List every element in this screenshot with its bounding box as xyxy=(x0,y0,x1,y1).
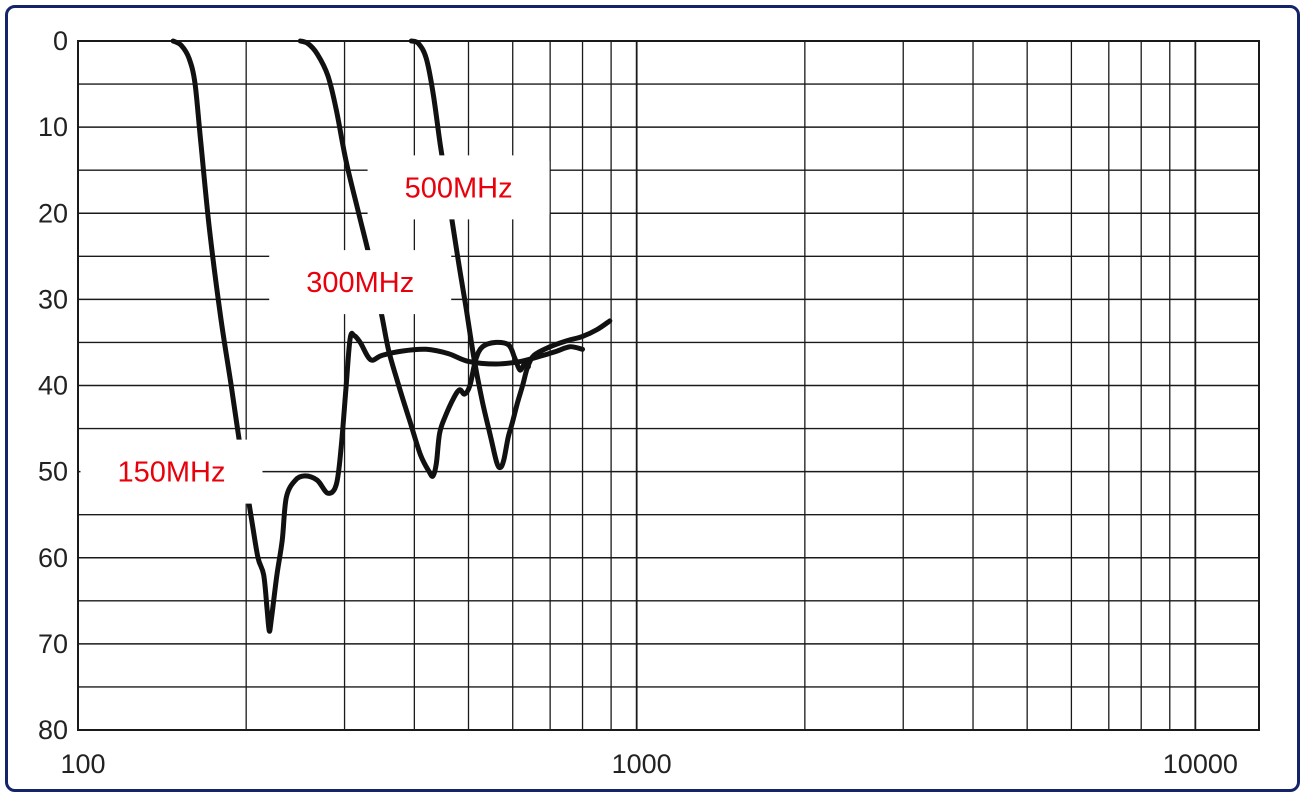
x-tick-label: 100 xyxy=(60,749,105,779)
x-tick-label: 1000 xyxy=(612,749,672,779)
series-label-box xyxy=(269,250,452,315)
chart: 0 10 20 30 40 50 60 70 80 100 1000 10000 150MHz 300… xyxy=(38,26,1260,779)
curves xyxy=(170,38,613,634)
y-tick-label: 20 xyxy=(38,198,68,228)
chart-frame: 0 10 20 30 40 50 60 70 80 100 1000 10000 150MHz 300… xyxy=(5,5,1300,792)
series-label: 500MHz xyxy=(405,172,513,204)
series-label: 150MHz xyxy=(117,457,225,489)
y-tick-label: 30 xyxy=(38,284,68,314)
series-labels: 150MHz 300MHz 500MHz xyxy=(80,155,550,504)
y-tick-label: 60 xyxy=(38,543,68,573)
y-tick-label: 70 xyxy=(38,629,68,659)
y-axis-ticks: 0 10 20 30 40 50 60 70 80 xyxy=(38,26,68,745)
series-line-150mhz xyxy=(170,38,585,634)
series-label-box xyxy=(80,439,263,504)
series-line-500mhz xyxy=(408,38,613,471)
grid xyxy=(77,40,1260,731)
x-tick-label: 10000 xyxy=(1163,749,1238,779)
y-tick-label: 10 xyxy=(38,112,68,142)
series-label-box xyxy=(367,155,550,220)
y-tick-label: 80 xyxy=(38,715,68,745)
x-axis-ticks: 100 1000 10000 xyxy=(60,749,1237,779)
series-label: 300MHz xyxy=(306,267,414,299)
y-tick-label: 40 xyxy=(38,371,68,401)
series-line-300mhz xyxy=(297,38,531,479)
y-tick-label: 50 xyxy=(38,457,68,487)
y-tick-label: 0 xyxy=(53,26,68,56)
